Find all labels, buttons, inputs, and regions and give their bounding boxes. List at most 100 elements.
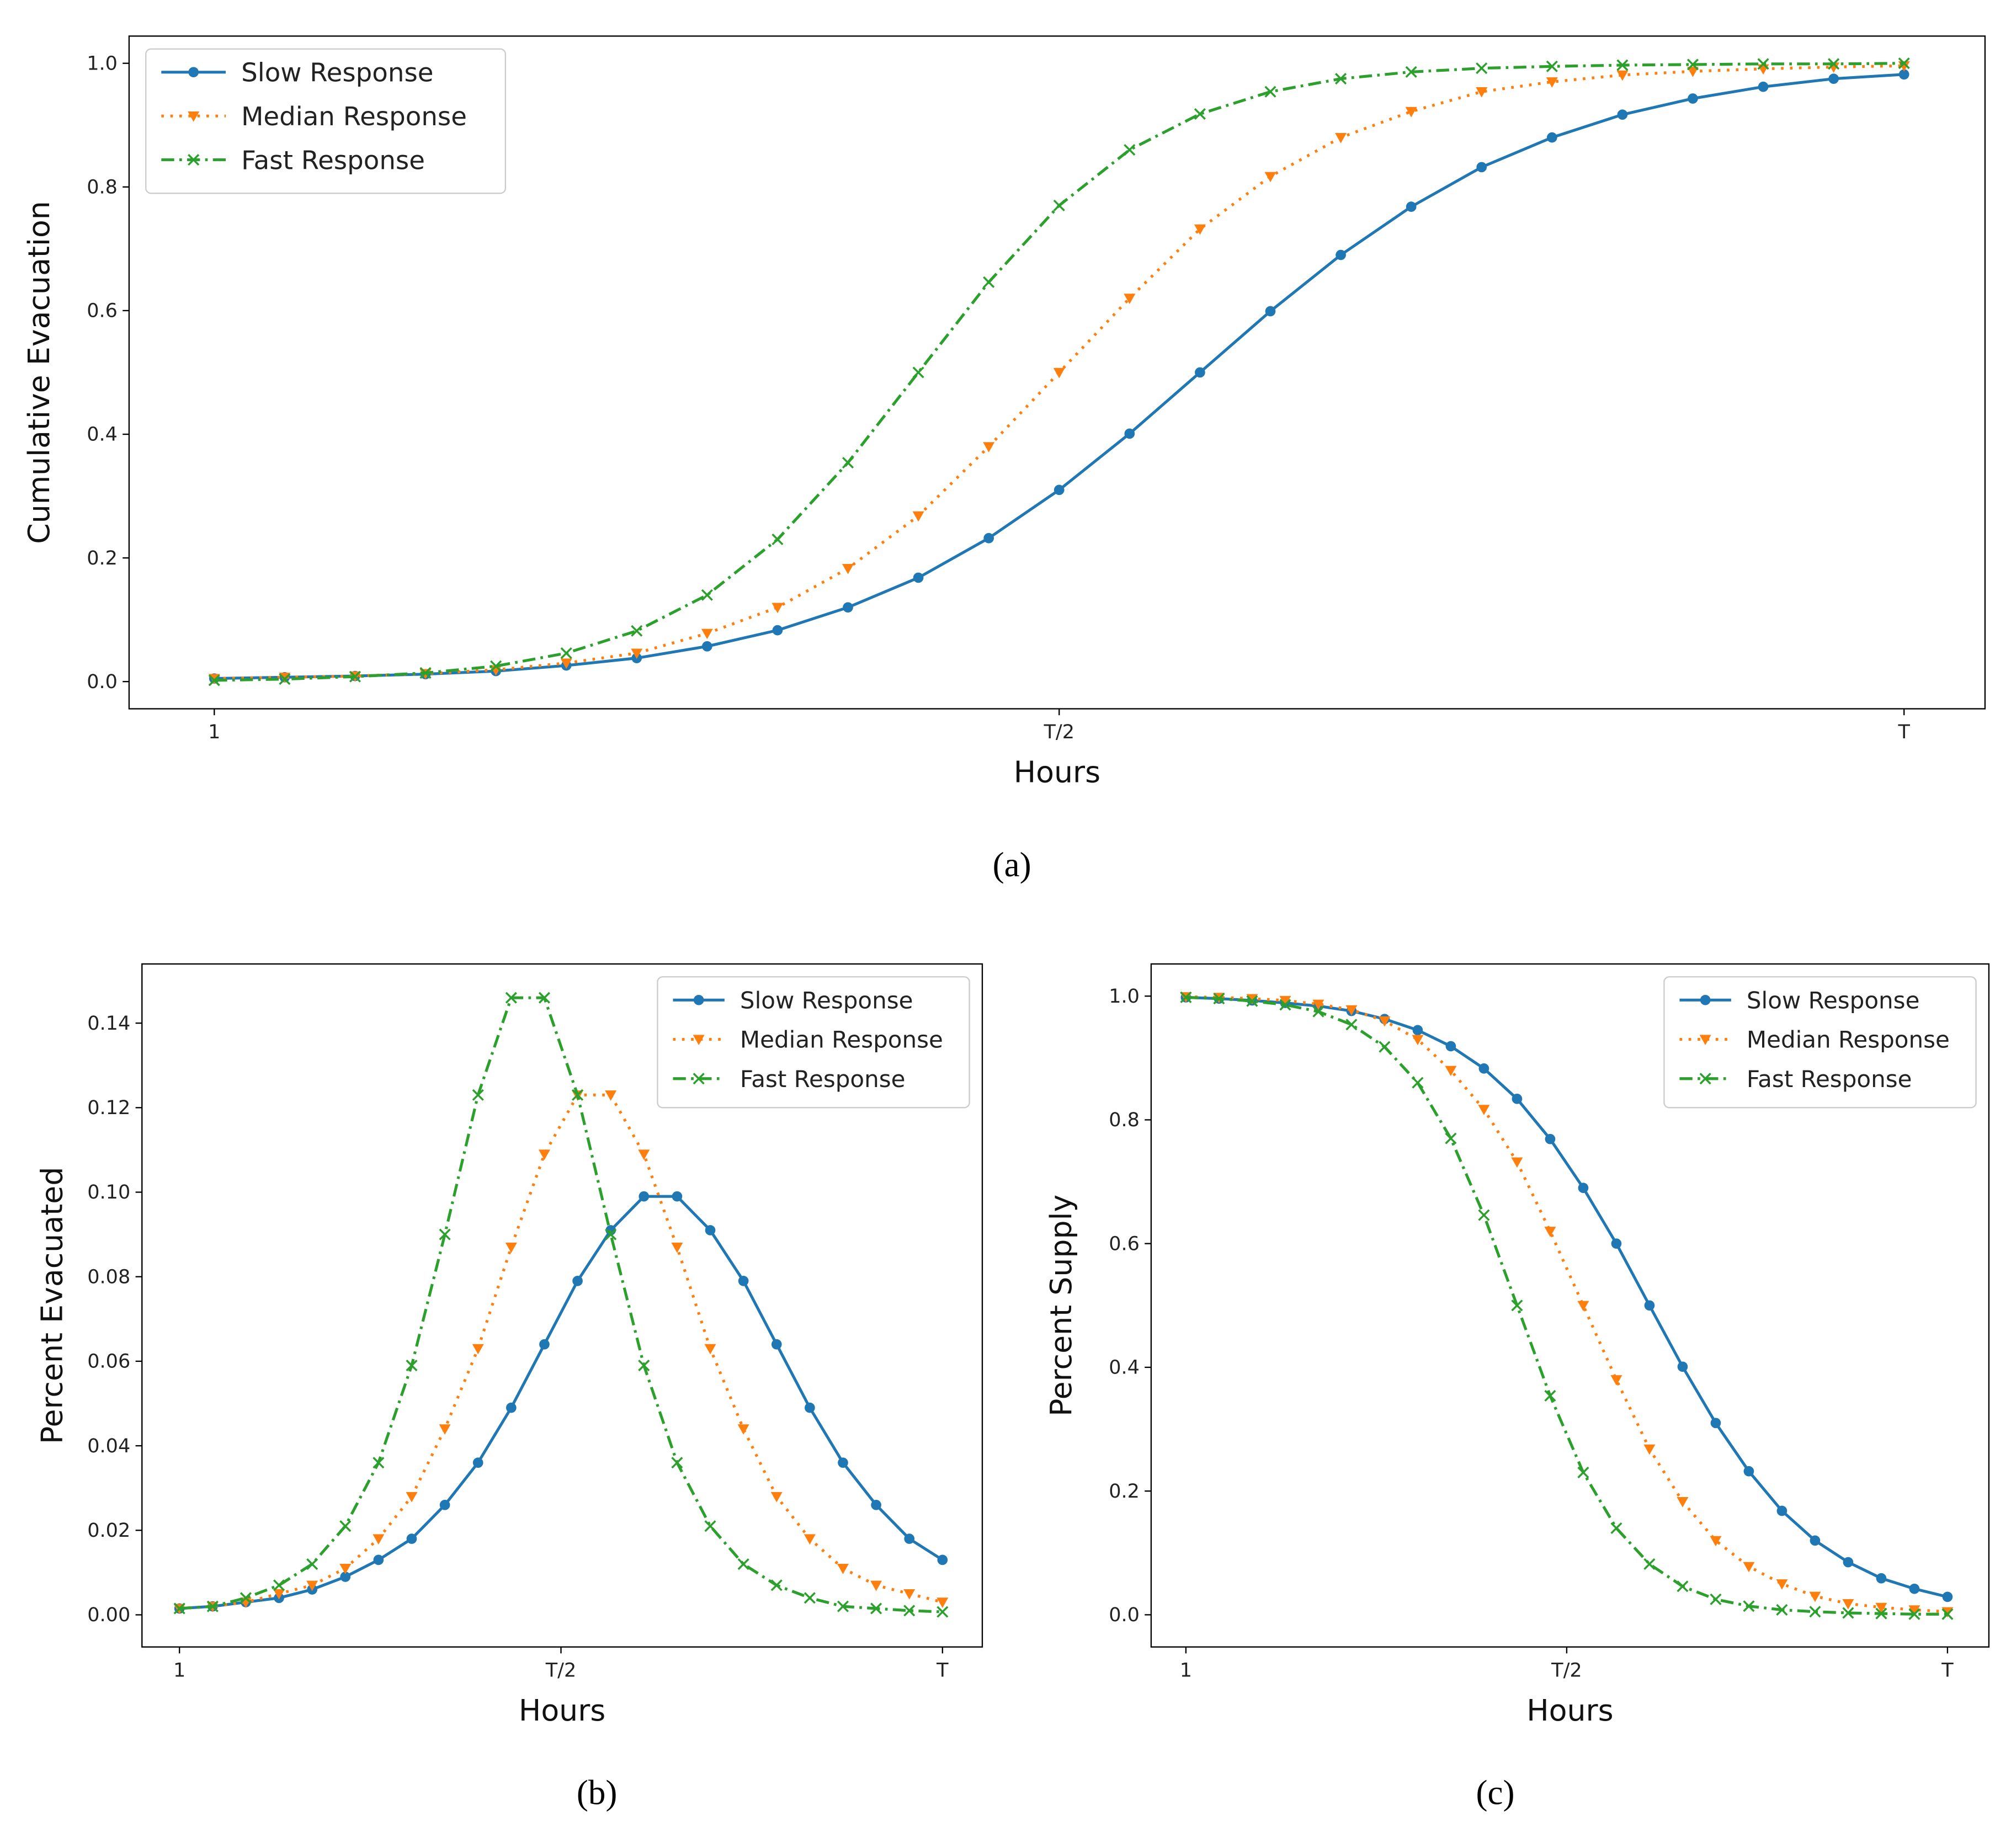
marker: [903, 1605, 916, 1617]
x-axis-label: Hours: [519, 1693, 605, 1728]
legend-label: Fast Response: [241, 146, 425, 175]
marker: [273, 1579, 285, 1591]
marker: [1445, 1041, 1456, 1052]
chart: 0.0 0.2 0.4 0.6 0.8 1.0 1 T/2 T Hours Cumulative E…: [22, 35, 1986, 884]
marker: [738, 1276, 749, 1286]
marker: [631, 648, 643, 659]
y-tick-label: 0.0: [1109, 1604, 1140, 1626]
series-line: [1185, 995, 1948, 1599]
marker: [701, 629, 713, 640]
marker: [188, 111, 200, 122]
series-line: [179, 1195, 944, 1610]
marker: [842, 456, 854, 469]
marker: [983, 532, 994, 544]
marker: [1875, 1607, 1887, 1620]
marker: [1546, 132, 1557, 143]
marker: [1876, 1573, 1887, 1584]
marker: [1546, 60, 1558, 72]
marker: [638, 1149, 650, 1160]
marker: [912, 511, 924, 522]
y-tick-label: 0.06: [87, 1350, 130, 1373]
marker: [1279, 999, 1291, 1011]
marker: [1908, 1608, 1920, 1620]
marker: [937, 1554, 948, 1565]
marker: [1194, 108, 1206, 120]
marker: [770, 1492, 783, 1503]
marker: [605, 1090, 617, 1101]
x-axis-label: Hours: [1014, 755, 1100, 790]
marker: [1677, 1361, 1688, 1372]
y-tick-label: 1.0: [1109, 985, 1140, 1008]
y-tick-label: 0.04: [87, 1435, 130, 1457]
marker: [1412, 1077, 1424, 1089]
y-axis-label: Percent Supply: [1044, 1195, 1078, 1416]
marker: [693, 1035, 705, 1046]
marker: [804, 1592, 816, 1604]
marker: [1445, 1132, 1457, 1144]
y-tick-label: 0.6: [87, 300, 118, 322]
series-line: [1185, 995, 1948, 1613]
marker: [1265, 306, 1276, 317]
y-tick-label: 0.02: [87, 1519, 130, 1542]
marker: [539, 1339, 550, 1350]
marker: [1476, 87, 1488, 98]
marker: [505, 992, 517, 1004]
marker: [339, 1564, 352, 1574]
marker: [1611, 1238, 1622, 1249]
marker: [843, 602, 853, 613]
marker: [912, 366, 924, 379]
marker: [671, 1242, 683, 1253]
marker: [605, 1228, 617, 1240]
marker: [1776, 1604, 1788, 1616]
marker: [671, 1457, 683, 1469]
x-tick-label: T/2: [545, 1659, 576, 1681]
x-tick-label: 1: [1180, 1659, 1192, 1681]
marker: [1710, 1593, 1722, 1605]
marker: [1379, 1041, 1391, 1053]
marker: [903, 1589, 916, 1600]
marker: [1842, 1607, 1854, 1619]
marker: [1336, 249, 1346, 260]
x-tick-label: T/2: [1044, 721, 1074, 743]
series-line: [179, 1093, 943, 1610]
legend-label: Fast Response: [1747, 1066, 1912, 1093]
marker: [273, 1589, 285, 1600]
marker: [472, 1344, 484, 1355]
legend: Slow Response Median Response Fast Respons…: [1663, 976, 1977, 1109]
marker: [560, 658, 572, 669]
marker: [704, 1520, 716, 1532]
plot-frame: [128, 35, 1986, 710]
y-tick-label: 0.8: [87, 175, 118, 198]
marker: [1898, 69, 1909, 80]
marker: [1345, 1005, 1358, 1016]
legend: Slow Response Median Response Fast Respons…: [657, 976, 970, 1109]
marker: [1776, 1505, 1787, 1516]
marker: [937, 1606, 949, 1618]
marker: [1617, 109, 1628, 120]
marker: [1578, 1183, 1589, 1194]
x-tick-label: T: [1941, 1659, 1954, 1681]
marker: [339, 1520, 352, 1532]
y-tick-label: 0.2: [87, 547, 118, 569]
marker: [1809, 1591, 1821, 1602]
marker: [419, 667, 432, 679]
legend-label: Fast Response: [740, 1066, 906, 1093]
marker: [1478, 1063, 1489, 1074]
marker: [1264, 172, 1276, 183]
marker: [705, 1225, 716, 1235]
marker: [1476, 62, 1488, 74]
marker: [1677, 1580, 1689, 1593]
marker: [1246, 994, 1258, 1005]
marker: [870, 1602, 882, 1615]
marker: [188, 154, 200, 166]
y-tick-label: 0.4: [1109, 1356, 1140, 1379]
marker: [1909, 1583, 1920, 1594]
y-tick-label: 0.6: [1109, 1232, 1140, 1255]
x-tick-label: T/2: [1551, 1659, 1582, 1681]
caption: (b): [577, 1774, 618, 1812]
y-tick-label: 0.2: [1109, 1480, 1140, 1503]
marker: [538, 1149, 550, 1160]
marker: [373, 1534, 385, 1545]
x-tick-label: T: [1898, 721, 1911, 743]
legend-box: [145, 48, 507, 194]
